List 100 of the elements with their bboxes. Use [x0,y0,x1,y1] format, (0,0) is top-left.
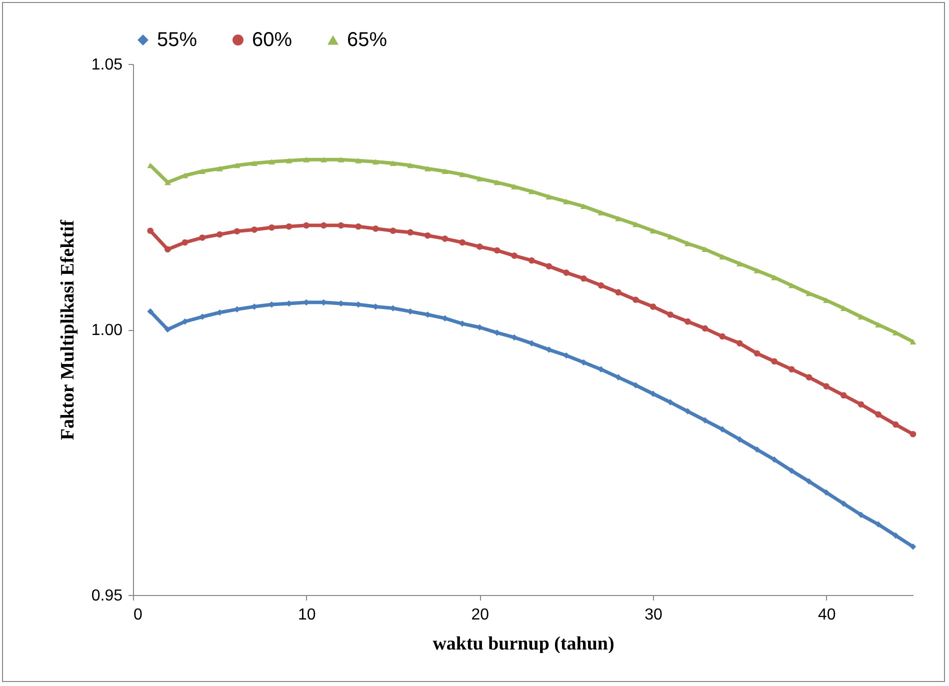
point [147,228,154,234]
point [476,244,483,250]
point [892,421,899,428]
x-tick-label: 0 [134,606,142,624]
point [650,304,656,310]
legend-label: 65% [347,29,388,51]
point [684,318,691,325]
point [407,229,414,236]
point [355,158,362,164]
point [598,366,604,372]
point [667,311,674,318]
point [910,338,916,344]
x-tick-label: 20 [471,606,490,624]
point [702,325,708,332]
point [199,168,206,174]
point [182,239,188,246]
point [580,359,587,366]
point [806,478,812,485]
point [684,240,691,246]
point [355,223,362,230]
point [528,188,535,194]
point [754,446,760,453]
point [494,247,500,254]
point [147,308,154,315]
point [684,408,691,414]
point [182,318,188,325]
y-axis-title: Faktor Multiplikasi Efektif [57,219,78,440]
point [511,252,518,259]
point [806,290,812,296]
point [823,383,830,390]
point [910,430,916,438]
point [806,374,812,380]
point [563,198,570,204]
point [511,334,518,341]
point [719,333,726,340]
point [632,382,639,388]
point [372,225,379,232]
point [216,231,223,238]
point [303,222,310,229]
point [840,392,847,398]
x-tick-label: 40 [818,606,836,624]
point [580,275,587,282]
y-tick-label: 1.05 [91,56,123,74]
point [615,289,622,296]
point [164,326,171,333]
point [459,239,466,246]
point [563,270,570,276]
point [338,222,344,229]
point [667,234,674,240]
point [875,521,882,528]
point [476,324,483,331]
point [788,366,795,372]
point [268,158,275,164]
point [788,468,795,474]
point [424,232,431,239]
point [736,436,743,443]
point [771,456,778,463]
point [216,166,223,172]
point [892,532,899,539]
point [840,500,847,507]
point [910,544,916,550]
point [702,417,708,424]
point [424,166,431,172]
legend-label: 55% [157,29,198,51]
point [823,489,830,496]
point [511,184,518,190]
point [338,156,344,162]
point [771,358,778,365]
point [286,223,292,230]
point [667,399,674,406]
point [234,162,240,168]
point [216,309,223,316]
point [546,194,552,200]
point [390,160,396,166]
point [771,274,778,280]
point [268,224,275,231]
point [372,158,379,164]
point [251,160,258,166]
point [754,350,760,357]
point [303,156,310,162]
point [182,172,188,178]
point [858,401,864,408]
point [563,352,570,359]
point [754,268,760,274]
point [234,228,240,234]
point [528,257,535,264]
point [199,234,206,241]
point [615,216,622,222]
y-tick-label: 0.95 [91,588,123,604]
point [164,180,171,186]
point [858,512,864,518]
point [459,320,466,327]
point [650,228,656,234]
point [476,176,483,182]
point [632,296,639,303]
point [598,210,604,216]
point [650,390,656,397]
point [546,263,552,270]
point [390,228,396,234]
point [442,168,448,174]
